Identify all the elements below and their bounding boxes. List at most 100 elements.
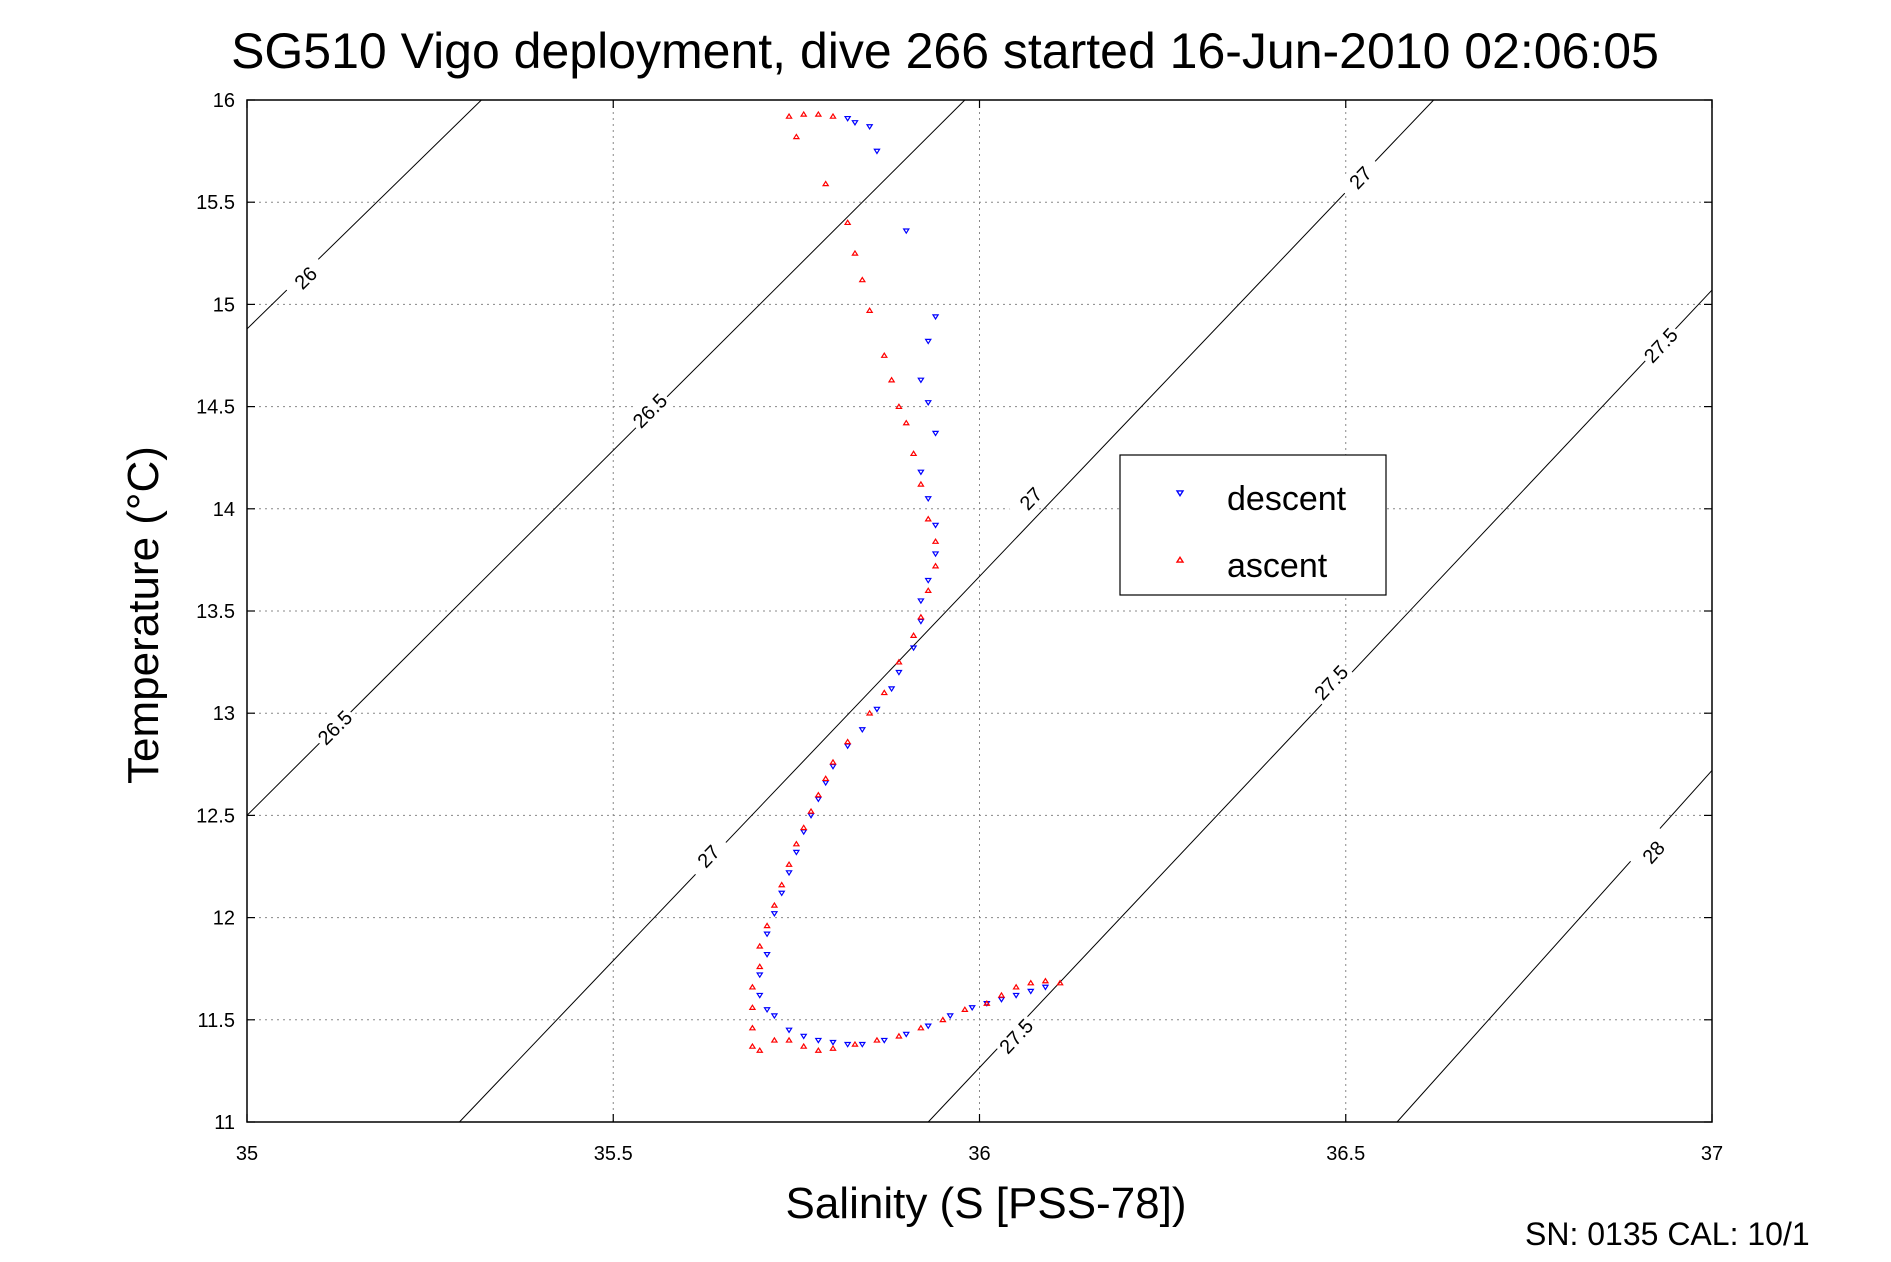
- ascent-point: [785, 1036, 793, 1043]
- descent-point: [1027, 988, 1035, 995]
- series-descent: [756, 115, 1050, 1048]
- descent-point: [917, 469, 925, 476]
- contour-label-bg: [1636, 320, 1686, 371]
- descent-point: [931, 430, 940, 437]
- descent-point: [792, 849, 801, 856]
- x-tick-label: 36.5: [1326, 1143, 1365, 1165]
- descent-point: [873, 706, 881, 713]
- descent-point: [756, 992, 764, 999]
- ascent-point: [997, 991, 1006, 998]
- descent-point: [770, 1013, 779, 1020]
- contour-label-bg: [683, 831, 734, 882]
- descent-point: [763, 951, 771, 958]
- descent-point: [858, 727, 866, 734]
- descent-point: [931, 522, 940, 529]
- ascent-point: [924, 515, 932, 522]
- ascent-point: [814, 1046, 823, 1053]
- data-series: [748, 110, 1064, 1053]
- descent-point: [821, 780, 830, 787]
- ascent-point: [887, 376, 896, 383]
- contour-label-bg: [991, 1011, 1041, 1062]
- axis-ticks: 35 35.5 36 36.5 37 11 11.5 12 12.5 13 13.5 14 14.5 15…: [196, 90, 1723, 1165]
- legend: descent ascent: [1119, 454, 1387, 596]
- ascent-point: [792, 133, 801, 140]
- ascent-point: [917, 480, 925, 487]
- descent-point: [902, 1031, 910, 1038]
- legend-label-descent: descent: [1227, 480, 1347, 518]
- density-contour-line: [459, 99, 1435, 1123]
- footer-serial-cal: SN: 0135 CAL: 10/1: [1525, 1216, 1810, 1252]
- ascent-point: [785, 860, 793, 867]
- contour-label-bg: [1006, 473, 1056, 524]
- ascent-point: [1012, 983, 1020, 990]
- ascent-point: [931, 538, 940, 544]
- contour-label-bg: [1629, 827, 1678, 878]
- ascent-point: [821, 180, 830, 187]
- legend-box: [1119, 454, 1387, 596]
- density-contour-line: [1396, 770, 1713, 1123]
- y-tick-label: 13: [213, 703, 235, 725]
- ascent-point: [843, 219, 852, 226]
- ascent-point: [829, 758, 837, 765]
- descent-point: [843, 1041, 852, 1048]
- ascent-point: [865, 307, 874, 313]
- descent-point: [785, 870, 793, 877]
- contour-label-bg: [625, 385, 675, 436]
- y-axis-label: Temperature (°C): [119, 446, 168, 784]
- x-tick-label: 36: [968, 1143, 990, 1165]
- descent-point: [778, 890, 786, 897]
- grid: [247, 100, 1712, 1122]
- ascent-point: [865, 709, 874, 716]
- descent-point: [917, 598, 925, 605]
- ascent-point: [763, 922, 771, 929]
- ascent-point: [756, 1046, 764, 1053]
- ascent-point: [800, 1042, 808, 1049]
- ascent-point: [821, 775, 830, 782]
- descent-point: [800, 829, 808, 836]
- ascent-point: [1027, 979, 1035, 986]
- ascent-point: [895, 1032, 903, 1039]
- descent-point: [829, 1039, 837, 1046]
- ascent-point: [895, 403, 903, 410]
- descent-point: [997, 996, 1006, 1003]
- ascent-point: [792, 840, 801, 847]
- ascent-point: [902, 419, 910, 426]
- ascent-point: [1041, 977, 1050, 984]
- ascent-point: [843, 738, 852, 745]
- ascent-point: [851, 1040, 859, 1047]
- legend-label-ascent: ascent: [1227, 547, 1328, 585]
- descent-point: [865, 124, 874, 131]
- descent-point: [924, 577, 932, 584]
- descent-point: [829, 763, 837, 770]
- descent-point: [756, 972, 764, 979]
- y-tick-label: 11.5: [198, 1010, 235, 1032]
- contour-label-bg: [1306, 657, 1356, 708]
- descent-point: [917, 618, 925, 625]
- density-contour-line: [246, 99, 482, 330]
- ascent-point: [807, 807, 815, 814]
- descent-point: [931, 314, 940, 321]
- ascent-point: [931, 562, 940, 569]
- descent-point: [902, 228, 910, 235]
- ascent-point: [748, 1042, 757, 1049]
- contour-label-bg: [1335, 152, 1385, 203]
- ascent-point: [756, 963, 764, 970]
- ascent-point: [924, 587, 932, 593]
- ascent-point: [917, 1024, 925, 1031]
- ascent-point: [939, 1016, 947, 1023]
- ascent-point: [800, 824, 808, 831]
- density-contour-line: [246, 99, 966, 816]
- descent-point: [800, 1033, 808, 1040]
- x-tick-label: 37: [1701, 1143, 1723, 1165]
- descent-point: [763, 1007, 771, 1014]
- descent-point: [887, 686, 896, 693]
- ascent-point: [909, 632, 918, 638]
- density-contour-line: [927, 289, 1713, 1123]
- descent-point: [924, 496, 932, 503]
- descent-point: [1041, 984, 1050, 991]
- chart-title: SG510 Vigo deployment, dive 266 started …: [231, 23, 1659, 79]
- y-tick-label: 15.5: [196, 192, 235, 214]
- descent-point: [814, 796, 823, 803]
- ascent-point: [748, 983, 757, 990]
